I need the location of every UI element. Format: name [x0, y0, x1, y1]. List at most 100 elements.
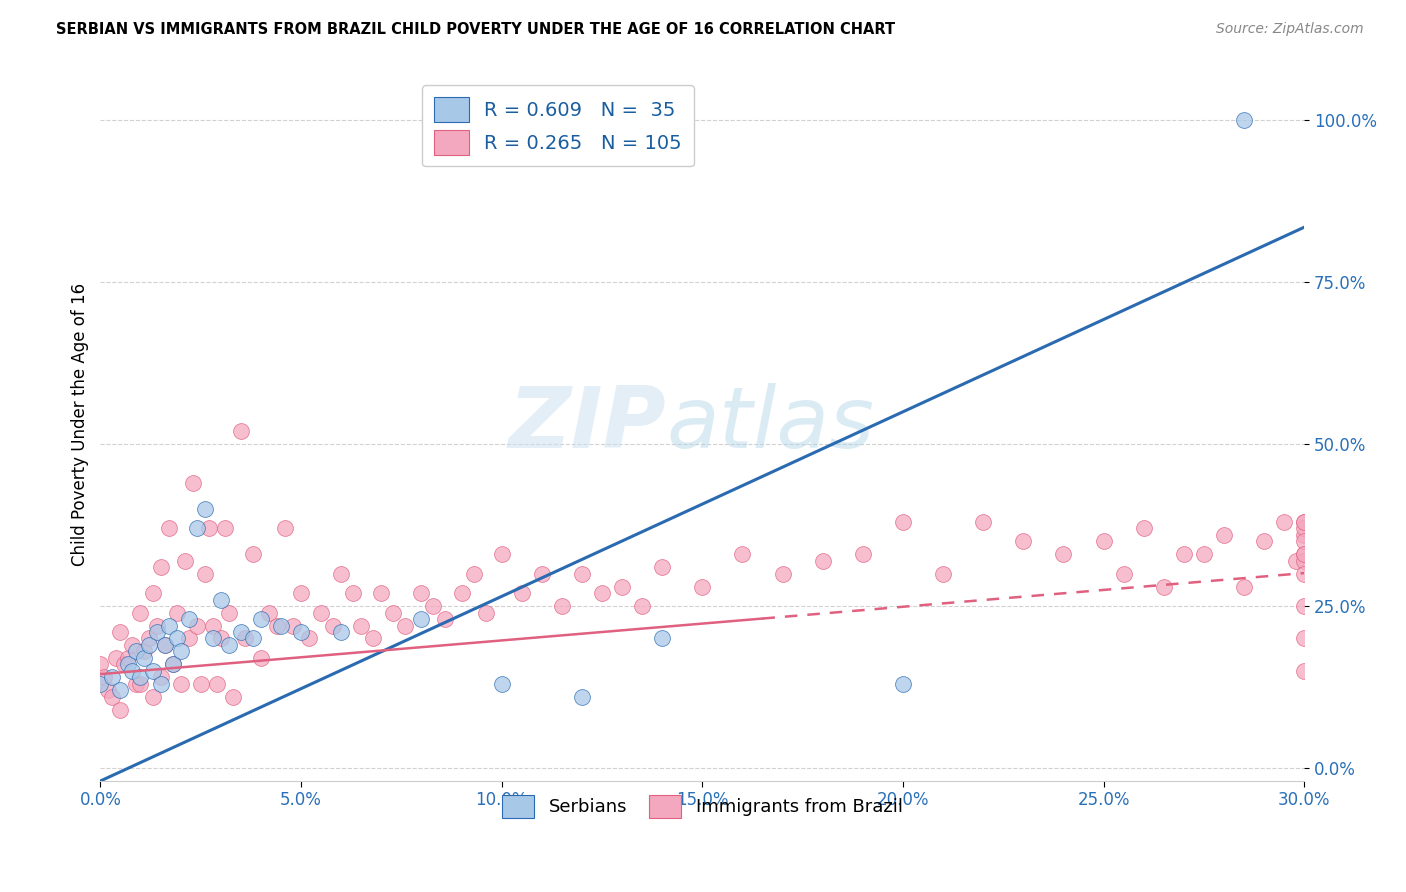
Point — [891, 515, 914, 529]
Point — [1092, 534, 1115, 549]
Point — [153, 638, 176, 652]
Point — [242, 547, 264, 561]
Point — [411, 612, 433, 626]
Point — [134, 651, 156, 665]
Point — [125, 677, 148, 691]
Point — [229, 625, 252, 640]
Point — [162, 657, 184, 672]
Point — [370, 586, 392, 600]
Point — [731, 547, 754, 561]
Point — [530, 566, 553, 581]
Point — [149, 560, 172, 574]
Point — [1192, 547, 1215, 561]
Point — [411, 586, 433, 600]
Text: Source: ZipAtlas.com: Source: ZipAtlas.com — [1216, 22, 1364, 37]
Point — [1294, 566, 1316, 581]
Point — [434, 612, 457, 626]
Point — [121, 664, 143, 678]
Point — [491, 677, 513, 691]
Point — [510, 586, 533, 600]
Point — [631, 599, 654, 614]
Point — [852, 547, 875, 561]
Point — [1294, 599, 1316, 614]
Point — [811, 554, 834, 568]
Point — [1012, 534, 1035, 549]
Text: ZIP: ZIP — [509, 384, 666, 467]
Point — [110, 625, 132, 640]
Point — [1153, 580, 1175, 594]
Point — [651, 632, 673, 646]
Point — [173, 554, 195, 568]
Point — [1294, 515, 1316, 529]
Point — [201, 632, 224, 646]
Point — [209, 592, 232, 607]
Point — [153, 638, 176, 652]
Point — [134, 644, 156, 658]
Point — [1294, 547, 1316, 561]
Point — [491, 547, 513, 561]
Point — [186, 618, 208, 632]
Point — [474, 606, 496, 620]
Point — [110, 703, 132, 717]
Point — [149, 677, 172, 691]
Point — [330, 566, 353, 581]
Point — [121, 638, 143, 652]
Point — [274, 521, 297, 535]
Point — [112, 657, 135, 672]
Point — [129, 677, 152, 691]
Point — [141, 690, 163, 704]
Point — [218, 606, 240, 620]
Point — [350, 618, 373, 632]
Point — [138, 638, 160, 652]
Point — [342, 586, 364, 600]
Point — [281, 618, 304, 632]
Point — [1173, 547, 1195, 561]
Point — [1294, 521, 1316, 535]
Point — [205, 677, 228, 691]
Point — [591, 586, 613, 600]
Point — [93, 670, 115, 684]
Point — [290, 625, 312, 640]
Point — [932, 566, 955, 581]
Point — [194, 566, 217, 581]
Point — [610, 580, 633, 594]
Point — [1294, 534, 1316, 549]
Point — [361, 632, 384, 646]
Point — [1294, 528, 1316, 542]
Point — [110, 683, 132, 698]
Point — [1272, 515, 1295, 529]
Point — [233, 632, 256, 646]
Point — [1294, 632, 1316, 646]
Point — [1132, 521, 1154, 535]
Point — [209, 632, 232, 646]
Y-axis label: Child Poverty Under the Age of 16: Child Poverty Under the Age of 16 — [72, 283, 89, 566]
Point — [129, 670, 152, 684]
Point — [190, 677, 212, 691]
Point — [1213, 528, 1236, 542]
Point — [972, 515, 994, 529]
Point — [169, 644, 191, 658]
Legend: Serbians, Immigrants from Brazil: Serbians, Immigrants from Brazil — [495, 788, 910, 825]
Point — [891, 677, 914, 691]
Text: SERBIAN VS IMMIGRANTS FROM BRAZIL CHILD POVERTY UNDER THE AGE OF 16 CORRELATION : SERBIAN VS IMMIGRANTS FROM BRAZIL CHILD … — [56, 22, 896, 37]
Point — [222, 690, 245, 704]
Point — [571, 566, 593, 581]
Point — [571, 690, 593, 704]
Point — [422, 599, 444, 614]
Point — [197, 521, 219, 535]
Point — [117, 657, 139, 672]
Point — [101, 690, 124, 704]
Point — [463, 566, 485, 581]
Point — [322, 618, 344, 632]
Point — [290, 586, 312, 600]
Text: atlas: atlas — [666, 384, 875, 467]
Point — [450, 586, 472, 600]
Point — [149, 670, 172, 684]
Point — [145, 618, 167, 632]
Point — [1294, 554, 1316, 568]
Point — [177, 612, 200, 626]
Point — [141, 664, 163, 678]
Point — [169, 677, 191, 691]
Point — [89, 677, 111, 691]
Point — [250, 651, 273, 665]
